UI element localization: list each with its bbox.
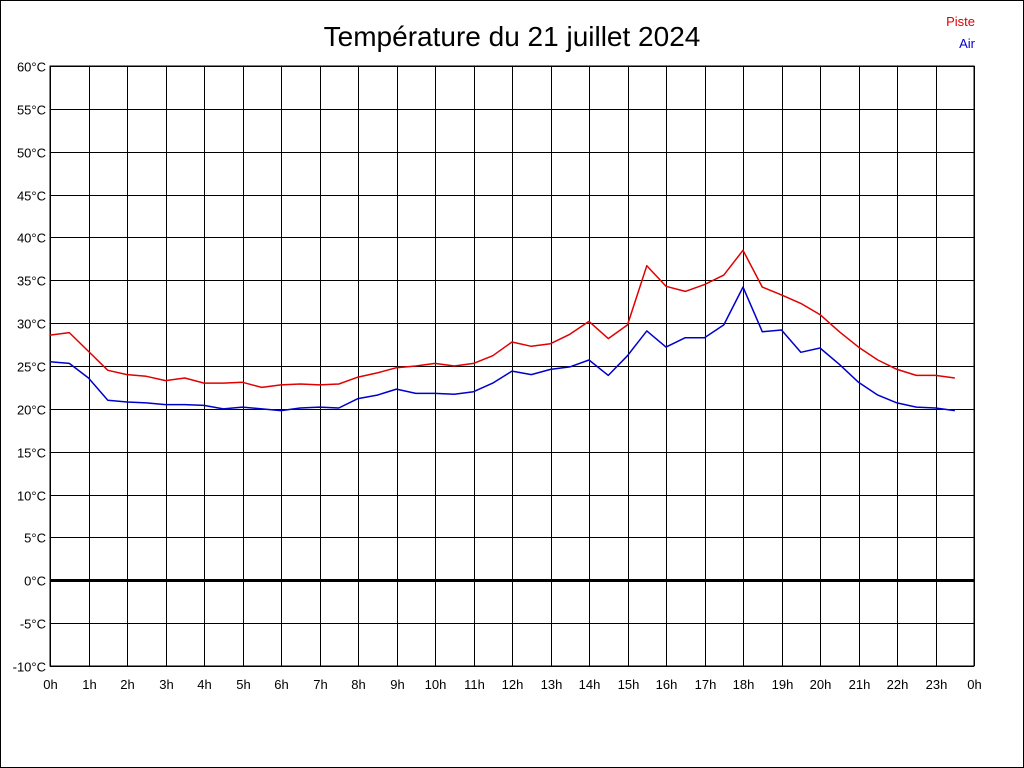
y-tick-label: 45°C bbox=[17, 189, 46, 204]
y-tick-label: -10°C bbox=[13, 660, 46, 675]
legend-item-air: Air bbox=[959, 36, 976, 51]
y-tick-label: 35°C bbox=[17, 274, 46, 289]
chart-title: Température du 21 juillet 2024 bbox=[324, 21, 701, 52]
x-tick-label: 11h bbox=[464, 677, 485, 692]
x-tick-label: 2h bbox=[120, 677, 134, 692]
y-tick-label: 20°C bbox=[17, 403, 46, 418]
x-tick-label: 16h bbox=[656, 677, 678, 692]
y-tick-label: 5°C bbox=[24, 531, 46, 546]
legend-item-piste: Piste bbox=[946, 14, 975, 29]
y-tick-label: 10°C bbox=[17, 489, 46, 504]
x-tick-label: 3h bbox=[159, 677, 173, 692]
grid-layer bbox=[49, 65, 975, 667]
x-tick-label: 0h bbox=[967, 677, 981, 692]
x-tick-label: 13h bbox=[541, 677, 563, 692]
y-tick-label: 40°C bbox=[17, 231, 46, 246]
y-tick-label: 0°C bbox=[24, 574, 46, 589]
x-tick-label: 20h bbox=[810, 677, 832, 692]
series-line-air bbox=[49, 286, 955, 412]
series-layer bbox=[49, 249, 955, 412]
y-tick-label: 50°C bbox=[17, 146, 46, 161]
x-tick-label: 21h bbox=[849, 677, 871, 692]
x-tick-label: 22h bbox=[887, 677, 909, 692]
axis-labels: 0h 1h 2h 3h 4h 5h 6h 7h 8h 9h 10h 11h 12h 13h 14h 15h 16… bbox=[13, 60, 982, 693]
x-tick-label: 8h bbox=[351, 677, 365, 692]
x-tick-label: 23h bbox=[926, 677, 948, 692]
y-tick-label: 25°C bbox=[17, 360, 46, 375]
y-tick-label: 30°C bbox=[17, 317, 46, 332]
x-tick-label: 6h bbox=[274, 677, 288, 692]
x-tick-label: 1h bbox=[82, 677, 96, 692]
x-tick-label: 12h bbox=[502, 677, 524, 692]
legend: Piste Air bbox=[946, 14, 976, 51]
x-tick-label: 5h bbox=[236, 677, 250, 692]
x-tick-label: 14h bbox=[579, 677, 601, 692]
x-tick-label: 9h bbox=[390, 677, 404, 692]
x-tick-label: 10h bbox=[425, 677, 447, 692]
y-tick-label: 60°C bbox=[17, 60, 46, 75]
x-tick-label: 19h bbox=[772, 677, 794, 692]
x-tick-label: 4h bbox=[197, 677, 211, 692]
y-tick-label: 15°C bbox=[17, 446, 46, 461]
series-line-piste bbox=[49, 249, 955, 389]
x-tick-label: 15h bbox=[618, 677, 640, 692]
x-tick-label: 0h bbox=[43, 677, 57, 692]
x-tick-label: 18h bbox=[733, 677, 755, 692]
x-tick-label: 17h bbox=[695, 677, 717, 692]
y-tick-label: -5°C bbox=[20, 617, 46, 632]
y-tick-label: 55°C bbox=[17, 103, 46, 118]
x-tick-label: 7h bbox=[313, 677, 327, 692]
